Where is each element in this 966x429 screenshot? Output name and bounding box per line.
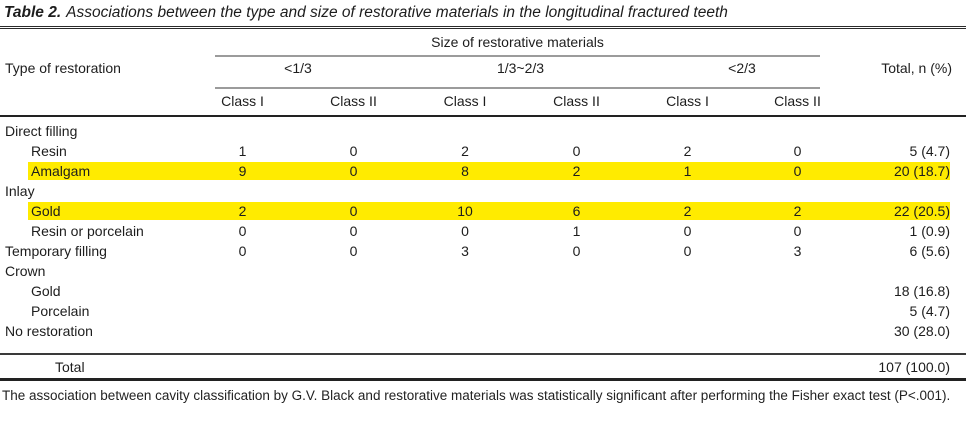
table-cell: 0 xyxy=(349,223,358,239)
table-cell: 3 xyxy=(793,243,802,259)
table-cell: 0 xyxy=(349,163,358,179)
row-label: Resin xyxy=(31,143,67,159)
table-body: Direct filling Resin 1 0 2 0 2 0 5 (4.7)… xyxy=(0,117,966,341)
total-cell: 18 (16.8) xyxy=(893,283,950,299)
total-column-header: Total, n (%) xyxy=(881,60,952,76)
row-label: Crown xyxy=(5,263,46,279)
table-cell: 0 xyxy=(238,223,247,239)
table-cell: 1 xyxy=(683,163,692,179)
table-cell: 2 xyxy=(572,163,581,179)
table-row: Porcelain 5 (4.7) xyxy=(0,301,966,321)
total-cell: 20 (18.7) xyxy=(893,163,950,179)
row-label: No restoration xyxy=(5,323,93,339)
total-row-value: 107 (100.0) xyxy=(878,358,950,375)
table-cell: 2 xyxy=(683,203,692,219)
table-row-group: Crown xyxy=(0,261,966,281)
row-header: Type of restoration xyxy=(5,60,121,76)
table-row: Resin or porcelain 0 0 0 1 0 0 1 (0.9) xyxy=(0,221,966,241)
table-cell: 0 xyxy=(572,243,581,259)
total-separator-rule xyxy=(0,353,966,355)
table-cell: 2 xyxy=(793,203,802,219)
row-label: Temporary filling xyxy=(5,243,107,259)
table-title-number: Table 2. xyxy=(4,4,62,21)
total-cell: 5 (4.7) xyxy=(909,303,950,319)
class-column-header: Class II xyxy=(774,93,821,109)
class-column-header: Class I xyxy=(443,93,487,109)
table-cell: 0 xyxy=(461,223,469,239)
table-cell: 1 xyxy=(572,223,581,239)
table-cell: 0 xyxy=(683,223,692,239)
table-cell: 0 xyxy=(793,163,802,179)
table-header: Size of restorative materials Type of re… xyxy=(0,31,966,117)
table-cell: 0 xyxy=(793,223,802,239)
size-group-header: 1/3~2/3 xyxy=(496,60,545,76)
row-label: Porcelain xyxy=(31,303,90,319)
header-divider-rule xyxy=(215,87,820,89)
table-row-highlighted: Gold 2 0 10 6 2 2 22 (20.5) xyxy=(0,201,966,221)
table-row: Resin 1 0 2 0 2 0 5 (4.7) xyxy=(0,141,966,161)
bottom-rule xyxy=(0,378,966,381)
table-cell: 1 xyxy=(238,143,247,159)
total-cell: 1 (0.9) xyxy=(909,223,950,239)
table-row: Gold 18 (16.8) xyxy=(0,281,966,301)
top-double-rule xyxy=(0,26,966,29)
table-row: No restoration 30 (28.0) xyxy=(0,321,966,341)
table-row: Temporary filling 0 0 3 0 0 3 6 (5.6) xyxy=(0,241,966,261)
class-column-header: Class II xyxy=(553,93,600,109)
total-cell: 6 (5.6) xyxy=(909,243,950,259)
class-column-header: Class I xyxy=(221,93,264,109)
row-label: Resin or porcelain xyxy=(31,223,144,239)
table-footnote: The association between cavity classific… xyxy=(2,388,951,403)
row-label: Gold xyxy=(31,203,61,219)
row-label: Gold xyxy=(31,283,61,299)
table-row-group: Inlay xyxy=(0,181,966,201)
table-total-row: Total 107 (100.0) xyxy=(0,355,966,378)
class-column-header: Class II xyxy=(330,93,377,109)
table-title: Table 2. Associations between the type an… xyxy=(4,4,962,22)
table-cell: 2 xyxy=(238,203,247,219)
table-cell: 2 xyxy=(461,143,469,159)
table-cell: 10 xyxy=(457,203,473,219)
size-group-header: <1/3 xyxy=(284,60,312,76)
table-row-highlighted: Amalgam 9 0 8 2 1 0 20 (18.7) xyxy=(0,161,966,181)
total-cell: 22 (20.5) xyxy=(893,203,950,219)
table-cell: 2 xyxy=(683,143,692,159)
total-cell: 5 (4.7) xyxy=(909,143,950,159)
size-group-header: <2/3 xyxy=(728,60,756,76)
table-cell: 0 xyxy=(349,203,358,219)
table-cell: 6 xyxy=(572,203,581,219)
table-cell: 3 xyxy=(461,243,469,259)
row-label: Amalgam xyxy=(31,163,91,179)
table-row-group: Direct filling xyxy=(0,121,966,141)
table-cell: 0 xyxy=(793,143,802,159)
table-cell: 0 xyxy=(238,243,247,259)
row-label: Direct filling xyxy=(5,123,78,139)
column-group-header: Size of restorative materials xyxy=(431,34,604,50)
total-row-label: Total xyxy=(55,358,85,375)
total-cell: 30 (28.0) xyxy=(893,323,950,339)
table-cell: 0 xyxy=(683,243,692,259)
header-divider-rule xyxy=(215,55,820,57)
table-cell: 8 xyxy=(461,163,469,179)
table-cell: 0 xyxy=(349,143,358,159)
class-column-header: Class I xyxy=(666,93,709,109)
row-label: Inlay xyxy=(5,183,35,199)
table-cell: 0 xyxy=(349,243,358,259)
table-title-text: Associations between the type and size o… xyxy=(66,4,728,21)
table-cell: 9 xyxy=(238,163,247,179)
table-cell: 0 xyxy=(572,143,581,159)
